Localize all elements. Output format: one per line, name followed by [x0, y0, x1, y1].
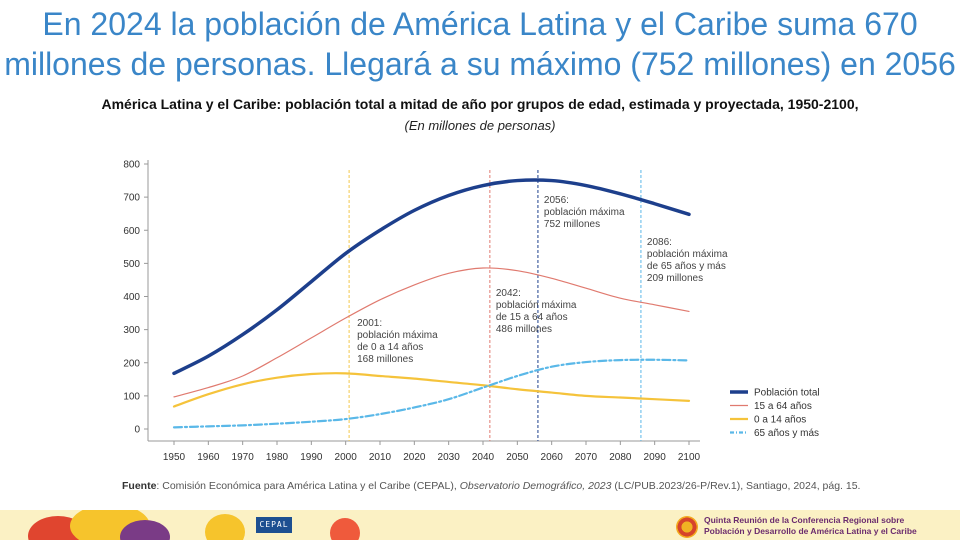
series-line-0	[172, 178, 691, 376]
slide-title-line2: millones de personas. Llegará a su máxim…	[4, 46, 956, 82]
source-text: : Comisión Económica para América Latina…	[156, 480, 460, 492]
legend-label: 15 a 64 años	[754, 401, 812, 412]
decorative-blob-orange	[205, 514, 245, 540]
y-tick-label: 300	[123, 325, 140, 336]
marker-label-2042: población máxima	[496, 300, 577, 311]
marker-label-2042: de 15 a 64 años	[496, 312, 568, 323]
marker-label-2001: población máxima	[357, 330, 438, 341]
source-label: Fuente	[122, 480, 157, 492]
source-note: Fuente: Comisión Económica para América …	[122, 480, 860, 492]
y-tick-label: 500	[123, 259, 140, 270]
legend-label: 65 años y más	[754, 428, 819, 439]
x-tick-label: 1980	[266, 452, 289, 463]
conference-line1: Quinta Reunión de la Conferencia Regiona…	[704, 515, 905, 525]
marker-label-2001: de 0 a 14 años	[357, 342, 423, 353]
marker-label-2086: de 65 años y más	[647, 261, 726, 272]
x-tick-label: 2050	[506, 452, 529, 463]
marker-label-2056: 2056:	[544, 195, 569, 206]
population-chart: 0 100 200 300 400 500 600 700 800 1950 1960 1970 198…	[123, 160, 820, 464]
y-tick-label: 200	[123, 358, 140, 369]
marker-label-2001: 168 millones	[357, 354, 413, 365]
x-tick-label: 2000	[335, 452, 358, 463]
marker-label-2056: población máxima	[544, 207, 625, 218]
x-tick-label: 2080	[609, 452, 632, 463]
conference-name: Quinta Reunión de la Conferencia Regiona…	[704, 515, 917, 536]
chart-subtitle: (En millones de personas)	[404, 118, 556, 133]
marker-label-2086: 2086:	[647, 237, 672, 248]
marker-label-2056: 752 millones	[544, 219, 600, 230]
slide-title-line1: En 2024 la población de América Latina y…	[42, 6, 918, 42]
decorative-blob-purple	[120, 520, 170, 540]
x-tick-label: 1950	[163, 452, 186, 463]
marker-label-2042: 2042:	[496, 288, 521, 299]
y-tick-label: 0	[134, 425, 140, 436]
x-tick-label: 2070	[575, 452, 598, 463]
marker-label-2042: 486 millones	[496, 324, 552, 335]
y-tick-label: 600	[123, 226, 140, 237]
x-tick-label: 2100	[678, 452, 701, 463]
x-tick-label: 2060	[541, 452, 564, 463]
series-line-1	[173, 267, 690, 398]
y-tick-label: 100	[123, 391, 140, 402]
cepal-logo: CEPAL	[256, 517, 292, 533]
series-line-2	[172, 372, 691, 408]
marker-label-2001: 2001:	[357, 318, 382, 329]
conference-emblem-icon	[676, 516, 698, 538]
marker-label-2086: 209 millones	[647, 273, 703, 284]
footer-band: CEPAL Quinta Reunión de la Conferencia R…	[0, 510, 960, 540]
slide-title: En 2024 la población de América Latina y…	[0, 4, 960, 84]
decorative-blob-pink	[330, 518, 360, 540]
x-tick-label: 2030	[438, 452, 461, 463]
y-tick-label: 400	[123, 292, 140, 303]
x-tick-label: 2090	[644, 452, 667, 463]
x-tick-label: 1970	[232, 452, 255, 463]
chart-title: América Latina y el Caribe: población to…	[101, 96, 859, 112]
x-tick-label: 1960	[197, 452, 220, 463]
x-tick-label: 1990	[300, 452, 323, 463]
x-tick-label: 2040	[472, 452, 495, 463]
source-publication: Observatorio Demográfico, 2023	[459, 480, 612, 492]
source-reference: (LC/PUB.2023/26-P/Rev.1), Santiago, 2024…	[611, 480, 861, 492]
legend-label: 0 a 14 años	[754, 415, 806, 426]
y-tick-label: 800	[123, 160, 140, 171]
series-line-3	[172, 358, 691, 429]
y-tick-label: 700	[123, 193, 140, 204]
legend-label: Población total	[754, 388, 820, 399]
x-tick-label: 2020	[403, 452, 426, 463]
x-tick-label: 2010	[369, 452, 392, 463]
conference-line2: Población y Desarrollo de América Latina…	[704, 525, 917, 536]
marker-label-2086: población máxima	[647, 249, 728, 260]
